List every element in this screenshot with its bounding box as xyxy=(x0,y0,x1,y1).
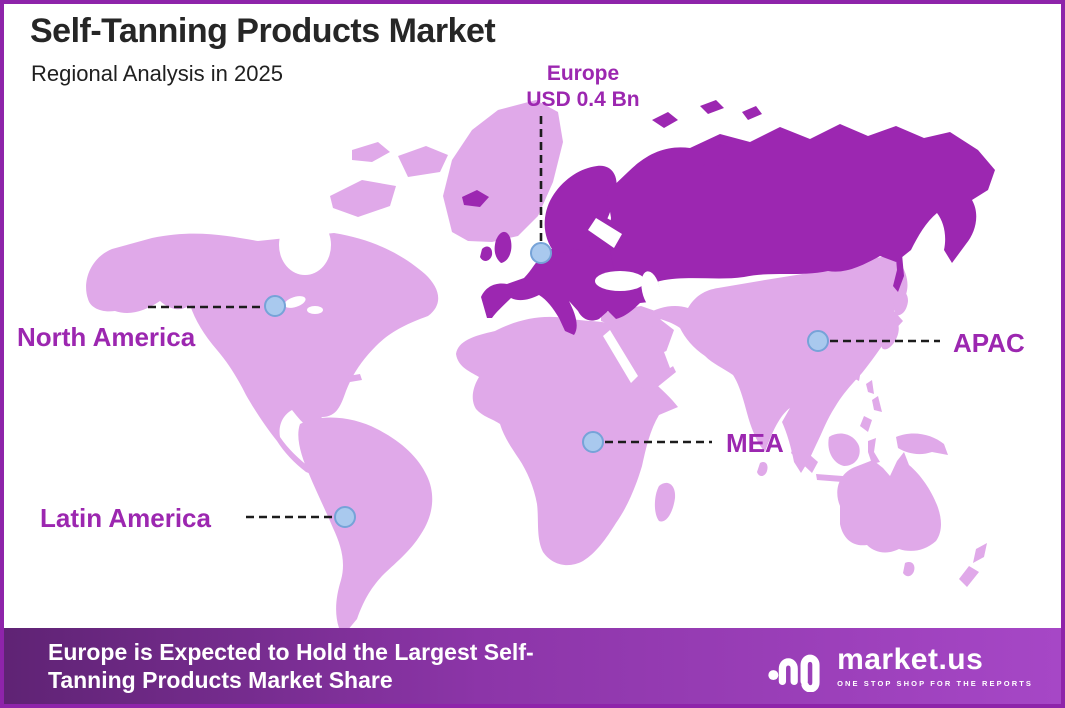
callout-north-america: North America xyxy=(17,322,196,352)
europe-value: USD 0.4 Bn xyxy=(526,88,640,111)
market-us-logo: market.us ONE STOP SHOP FOR THE REPORTS xyxy=(767,640,1033,692)
great-lakes xyxy=(284,296,306,308)
marker-europe xyxy=(530,242,552,264)
novaya-zemlya xyxy=(700,142,734,184)
marker-latin-america xyxy=(334,506,356,528)
baltic-sea xyxy=(588,218,622,248)
callout-leaders xyxy=(148,116,940,528)
callout-latin-america: Latin America xyxy=(40,503,211,533)
red-sea xyxy=(603,330,638,383)
page-title: Self-Tanning Products Market xyxy=(30,12,496,50)
philippines xyxy=(872,396,882,412)
sakhalin xyxy=(893,254,904,292)
banner-line-2: Tanning Products Market Share xyxy=(48,667,393,693)
taiwan xyxy=(853,370,861,381)
marker-mea xyxy=(582,431,604,453)
ireland xyxy=(480,246,493,261)
caspian-sea xyxy=(641,271,661,309)
world-map xyxy=(86,100,995,631)
logo-brand-name: market.us xyxy=(837,642,984,676)
philippines xyxy=(860,416,872,432)
sea-overlays xyxy=(279,215,683,383)
tasmania xyxy=(903,561,915,577)
philippines xyxy=(866,380,874,394)
logo-tagline: ONE STOP SHOP FOR THE REPORTS xyxy=(837,678,1033,688)
arabian-peninsula xyxy=(607,313,676,393)
arctic-island xyxy=(352,142,390,162)
australia xyxy=(837,452,941,553)
hudson-bay xyxy=(279,215,331,275)
callout-mea: MEA xyxy=(726,428,784,458)
marker-north-america xyxy=(264,295,286,317)
south-america-landmass xyxy=(298,417,433,631)
banner-line-1: Europe is Expected to Hold the Largest S… xyxy=(48,639,534,665)
asia-landmass xyxy=(645,256,908,473)
callout-apac: APAC xyxy=(953,328,1025,358)
callout-europe: Europe USD 0.4 Bn xyxy=(498,61,668,113)
marker-apac xyxy=(807,330,829,352)
russia-landmass xyxy=(607,124,995,285)
sri-lanka xyxy=(757,461,768,477)
europe-label: Europe xyxy=(546,62,620,85)
arctic-island xyxy=(398,146,448,177)
madagascar xyxy=(654,482,676,522)
svalbard xyxy=(652,112,678,128)
hainan xyxy=(823,393,832,404)
arctic-island xyxy=(330,180,396,217)
cuba xyxy=(295,364,339,375)
black-sea xyxy=(595,271,645,291)
region-north-america xyxy=(86,100,563,476)
sumatra xyxy=(791,442,818,473)
key-takeaway-banner: Europe is Expected to Hold the Largest S… xyxy=(4,628,1061,704)
region-europe-highlighted xyxy=(462,100,995,335)
page-subtitle: Regional Analysis in 2025 xyxy=(31,61,283,86)
region-apac xyxy=(645,256,987,587)
north-america-landmass xyxy=(86,233,439,476)
region-mea xyxy=(456,306,678,566)
arctic-island-dark xyxy=(742,106,762,120)
sulawesi xyxy=(868,438,880,464)
new-zealand xyxy=(973,543,987,563)
new-guinea xyxy=(896,433,948,455)
market-us-logo-icon xyxy=(768,654,820,692)
logo-text-block: market.us ONE STOP SHOP FOR THE REPORTS xyxy=(837,642,1033,688)
greenland xyxy=(443,100,563,242)
banner-text: Europe is Expected to Hold the Largest S… xyxy=(48,638,534,694)
united-kingdom xyxy=(494,231,512,263)
new-zealand xyxy=(959,566,979,587)
persian-gulf xyxy=(664,345,683,368)
japan xyxy=(893,290,908,316)
great-lakes xyxy=(307,306,323,314)
africa-landmass xyxy=(456,316,678,566)
hispaniola xyxy=(348,374,362,382)
borneo xyxy=(828,433,860,466)
region-latin-america xyxy=(298,417,433,631)
franz-josef-land xyxy=(700,100,724,114)
iceland xyxy=(462,190,489,207)
